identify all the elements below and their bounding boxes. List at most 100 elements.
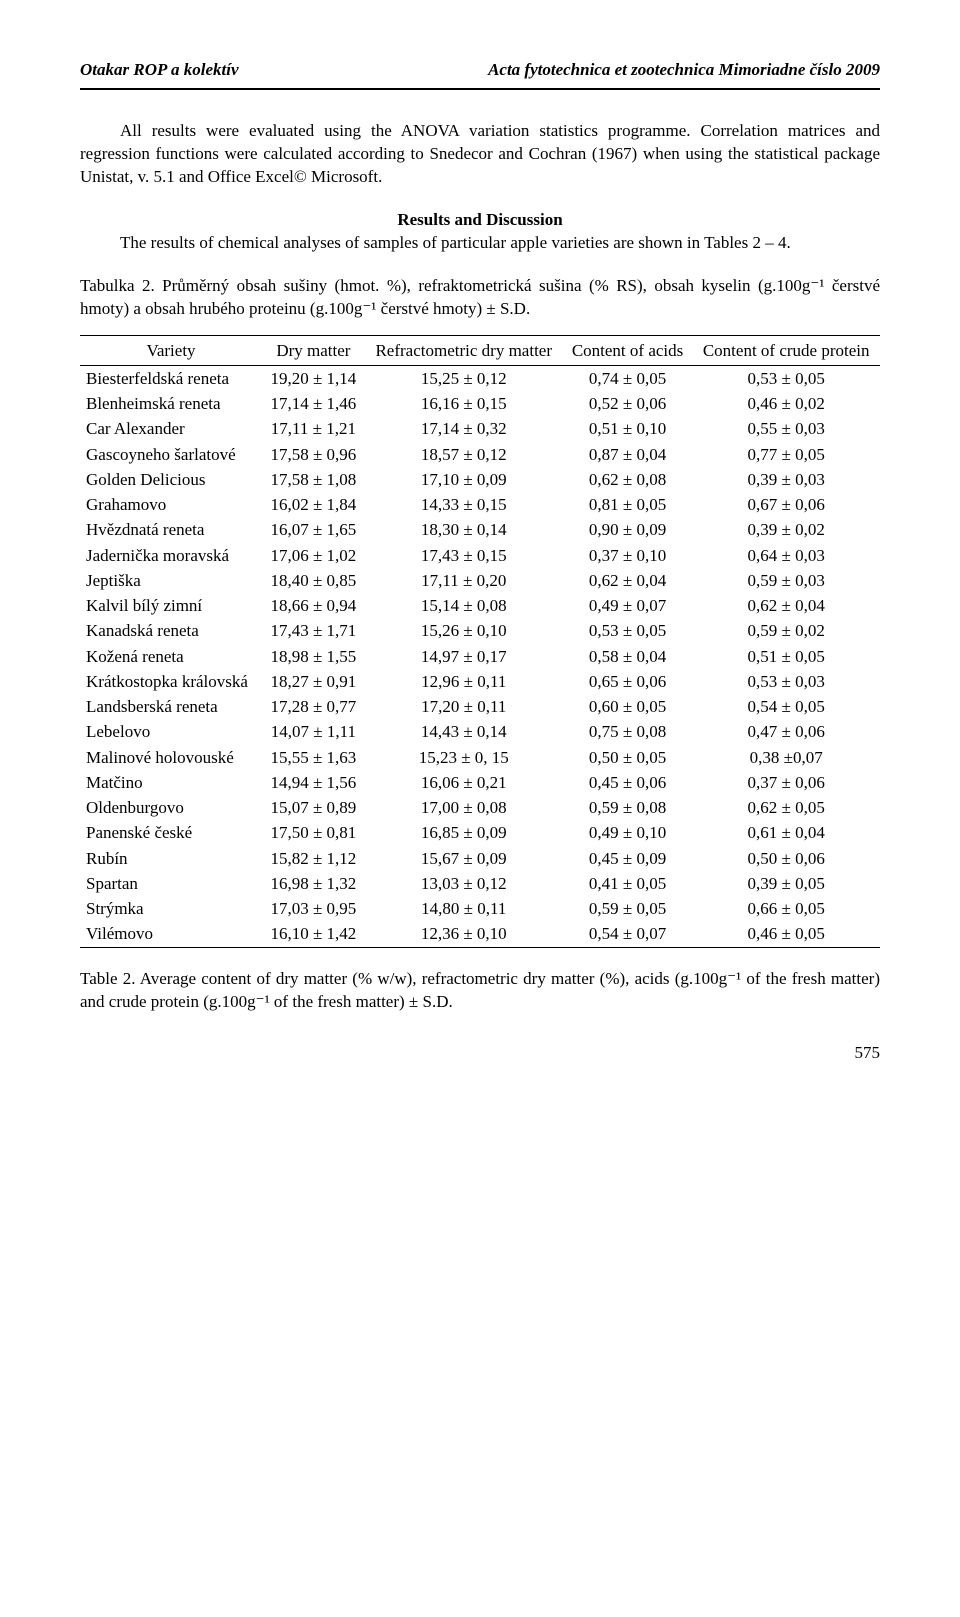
value-cell: 0,49 ± 0,07	[563, 593, 693, 618]
variety-cell: Vilémovo	[80, 921, 262, 947]
value-cell: 0,54 ± 0,07	[563, 921, 693, 947]
table-row: Grahamovo16,02 ± 1,8414,33 ± 0,150,81 ± …	[80, 492, 880, 517]
table-row: Matčino14,94 ± 1,5616,06 ± 0,210,45 ± 0,…	[80, 770, 880, 795]
value-cell: 17,14 ± 0,32	[365, 416, 563, 441]
variety-cell: Rubín	[80, 846, 262, 871]
value-cell: 14,80 ± 0,11	[365, 896, 563, 921]
header-right: Acta fytotechnica et zootechnica Mimoria…	[488, 60, 880, 80]
table-row: Lebelovo14,07 ± 1,1114,43 ± 0,140,75 ± 0…	[80, 719, 880, 744]
value-cell: 13,03 ± 0,12	[365, 871, 563, 896]
table-caption-top: Tabulka 2. Průměrný obsah sušiny (hmot. …	[80, 275, 880, 321]
value-cell: 0,75 ± 0,08	[563, 719, 693, 744]
table-row: Biesterfeldská reneta19,20 ± 1,1415,25 ±…	[80, 365, 880, 391]
variety-cell: Malinové holovouské	[80, 745, 262, 770]
value-cell: 0,39 ± 0,05	[692, 871, 880, 896]
value-cell: 17,58 ± 1,08	[262, 467, 365, 492]
table-row: Jadernička moravská17,06 ± 1,0217,43 ± 0…	[80, 543, 880, 568]
page-number: 575	[80, 1043, 880, 1063]
value-cell: 17,14 ± 1,46	[262, 391, 365, 416]
value-cell: 18,98 ± 1,55	[262, 644, 365, 669]
value-cell: 16,02 ± 1,84	[262, 492, 365, 517]
variety-cell: Gascoyneho šarlatové	[80, 442, 262, 467]
value-cell: 15,26 ± 0,10	[365, 618, 563, 643]
table-row: Car Alexander17,11 ± 1,2117,14 ± 0,320,5…	[80, 416, 880, 441]
value-cell: 0,37 ± 0,06	[692, 770, 880, 795]
paragraph-results: The results of chemical analyses of samp…	[80, 232, 880, 255]
value-cell: 0,64 ± 0,03	[692, 543, 880, 568]
value-cell: 16,98 ± 1,32	[262, 871, 365, 896]
data-table: Variety Dry matter Refractometric dry ma…	[80, 335, 880, 948]
value-cell: 17,43 ± 0,15	[365, 543, 563, 568]
value-cell: 14,94 ± 1,56	[262, 770, 365, 795]
value-cell: 17,11 ± 1,21	[262, 416, 365, 441]
table-row: Hvězdnatá reneta16,07 ± 1,6518,30 ± 0,14…	[80, 517, 880, 542]
value-cell: 0,59 ± 0,05	[563, 896, 693, 921]
table-row: Jeptiška18,40 ± 0,8517,11 ± 0,200,62 ± 0…	[80, 568, 880, 593]
value-cell: 18,40 ± 0,85	[262, 568, 365, 593]
value-cell: 0,41 ± 0,05	[563, 871, 693, 896]
variety-cell: Hvězdnatá reneta	[80, 517, 262, 542]
variety-cell: Oldenburgovo	[80, 795, 262, 820]
value-cell: 0,45 ± 0,06	[563, 770, 693, 795]
value-cell: 0,58 ± 0,04	[563, 644, 693, 669]
value-cell: 17,06 ± 1,02	[262, 543, 365, 568]
value-cell: 15,23 ± 0, 15	[365, 745, 563, 770]
value-cell: 0,59 ± 0,08	[563, 795, 693, 820]
value-cell: 17,43 ± 1,71	[262, 618, 365, 643]
value-cell: 0,61 ± 0,04	[692, 820, 880, 845]
variety-cell: Kožená reneta	[80, 644, 262, 669]
value-cell: 0,74 ± 0,05	[563, 365, 693, 391]
variety-cell: Biesterfeldská reneta	[80, 365, 262, 391]
section-title: Results and Discussion	[80, 209, 880, 232]
table-row: Strýmka17,03 ± 0,9514,80 ± 0,110,59 ± 0,…	[80, 896, 880, 921]
value-cell: 0,60 ± 0,05	[563, 694, 693, 719]
col-variety: Variety	[80, 335, 262, 365]
value-cell: 0,38 ±0,07	[692, 745, 880, 770]
value-cell: 16,10 ± 1,42	[262, 921, 365, 947]
value-cell: 0,50 ± 0,05	[563, 745, 693, 770]
variety-cell: Lebelovo	[80, 719, 262, 744]
value-cell: 18,66 ± 0,94	[262, 593, 365, 618]
variety-cell: Matčino	[80, 770, 262, 795]
value-cell: 0,53 ± 0,05	[692, 365, 880, 391]
value-cell: 15,25 ± 0,12	[365, 365, 563, 391]
variety-cell: Grahamovo	[80, 492, 262, 517]
value-cell: 17,50 ± 0,81	[262, 820, 365, 845]
value-cell: 0,62 ± 0,04	[563, 568, 693, 593]
value-cell: 17,00 ± 0,08	[365, 795, 563, 820]
variety-cell: Krátkostopka královská	[80, 669, 262, 694]
value-cell: 0,77 ± 0,05	[692, 442, 880, 467]
table-row: Gascoyneho šarlatové17,58 ± 0,9618,57 ± …	[80, 442, 880, 467]
value-cell: 18,57 ± 0,12	[365, 442, 563, 467]
value-cell: 0,51 ± 0,10	[563, 416, 693, 441]
variety-cell: Landsberská reneta	[80, 694, 262, 719]
table-header-row: Variety Dry matter Refractometric dry ma…	[80, 335, 880, 365]
value-cell: 0,65 ± 0,06	[563, 669, 693, 694]
value-cell: 15,67 ± 0,09	[365, 846, 563, 871]
value-cell: 17,03 ± 0,95	[262, 896, 365, 921]
value-cell: 19,20 ± 1,14	[262, 365, 365, 391]
value-cell: 12,96 ± 0,11	[365, 669, 563, 694]
variety-cell: Jadernička moravská	[80, 543, 262, 568]
table-row: Kanadská reneta17,43 ± 1,7115,26 ± 0,100…	[80, 618, 880, 643]
header-rule	[80, 88, 880, 90]
value-cell: 14,97 ± 0,17	[365, 644, 563, 669]
value-cell: 16,85 ± 0,09	[365, 820, 563, 845]
value-cell: 17,20 ± 0,11	[365, 694, 563, 719]
value-cell: 0,46 ± 0,05	[692, 921, 880, 947]
value-cell: 15,82 ± 1,12	[262, 846, 365, 871]
col-crude-protein: Content of crude protein	[692, 335, 880, 365]
table-caption-bottom: Table 2. Average content of dry matter (…	[80, 968, 880, 1014]
value-cell: 15,07 ± 0,89	[262, 795, 365, 820]
value-cell: 17,28 ± 0,77	[262, 694, 365, 719]
results-section: Results and Discussion The results of ch…	[80, 209, 880, 255]
table-row: Rubín15,82 ± 1,1215,67 ± 0,090,45 ± 0,09…	[80, 846, 880, 871]
value-cell: 0,45 ± 0,09	[563, 846, 693, 871]
table-row: Panenské české17,50 ± 0,8116,85 ± 0,090,…	[80, 820, 880, 845]
value-cell: 18,27 ± 0,91	[262, 669, 365, 694]
value-cell: 15,14 ± 0,08	[365, 593, 563, 618]
table-row: Kožená reneta18,98 ± 1,5514,97 ± 0,170,5…	[80, 644, 880, 669]
table-row: Blenheimská reneta17,14 ± 1,4616,16 ± 0,…	[80, 391, 880, 416]
value-cell: 0,62 ± 0,05	[692, 795, 880, 820]
value-cell: 0,39 ± 0,03	[692, 467, 880, 492]
